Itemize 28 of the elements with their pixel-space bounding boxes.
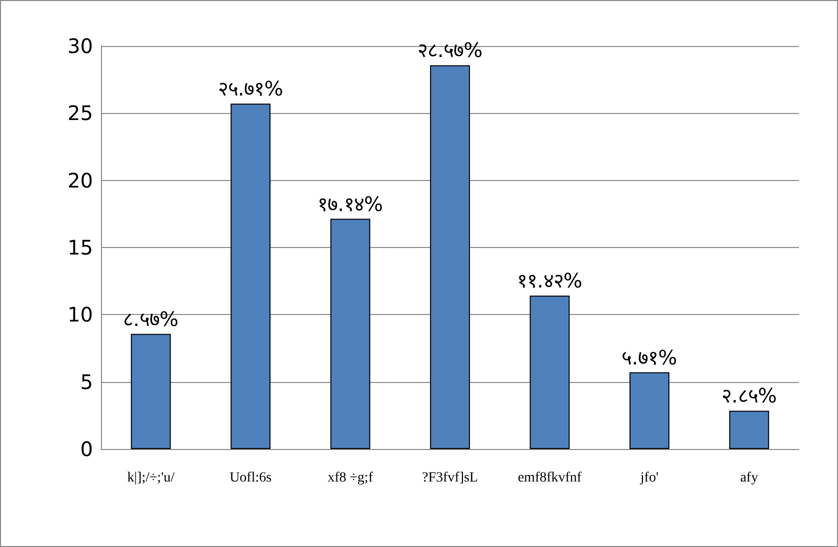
x-tick-label: jfo' <box>639 470 658 486</box>
data-label: ८.५७% <box>123 306 179 331</box>
x-tick-label: ?F3fvf]sL <box>422 470 478 486</box>
y-tick-label: 30 <box>68 34 93 58</box>
data-label: १७.१४% <box>318 192 383 216</box>
y-tick-label: 5 <box>80 370 93 394</box>
x-tick-label: afy <box>740 470 758 486</box>
bar <box>230 104 271 449</box>
bar <box>729 410 770 449</box>
data-label: २५.७१% <box>218 76 284 101</box>
data-label: २.८५% <box>721 384 777 408</box>
bar <box>629 372 670 449</box>
y-tick-label: 15 <box>68 236 93 260</box>
bar <box>530 296 570 449</box>
bar <box>330 218 370 449</box>
data-label: ११.४२% <box>517 268 582 293</box>
bar <box>130 334 171 449</box>
y-tick-label: 0 <box>80 437 93 461</box>
y-tick-label: 20 <box>68 168 93 192</box>
bar <box>430 65 470 449</box>
y-tick-label: 10 <box>68 302 93 327</box>
x-tick-label: emf8fkvfnf <box>518 470 582 486</box>
data-label: २८.५७% <box>417 38 483 62</box>
x-tick-label: Uofl:6s <box>230 470 272 486</box>
y-tick-label: 25 <box>68 101 93 126</box>
x-tick-label: k|];/÷;'u/ <box>127 470 175 486</box>
data-label: ५.७१% <box>622 345 678 370</box>
x-tick-label: xf8 ÷g;f <box>328 470 374 486</box>
